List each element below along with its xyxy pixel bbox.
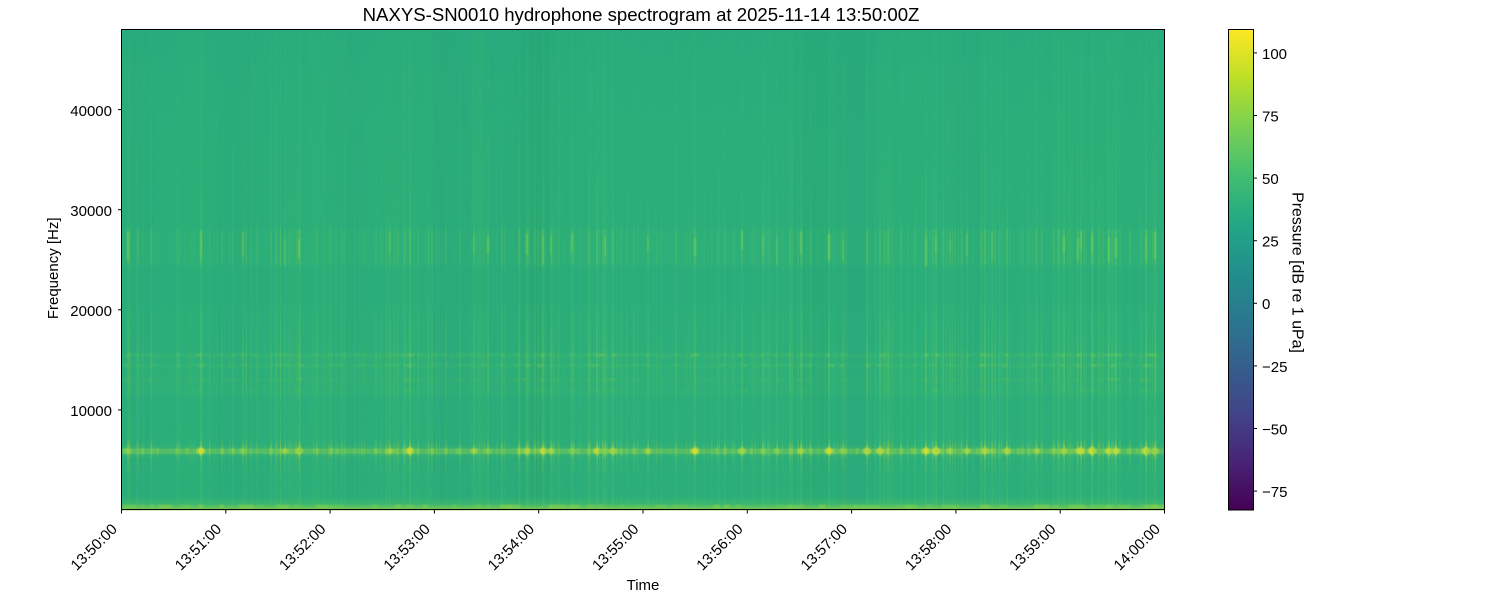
svg-text:13:57:00: 13:57:00 (798, 521, 851, 574)
svg-text:13:53:00: 13:53:00 (380, 521, 433, 574)
svg-text:13:52:00: 13:52:00 (276, 521, 329, 574)
svg-text:Time: Time (627, 577, 660, 594)
svg-text:30000: 30000 (70, 203, 112, 220)
svg-text:−50: −50 (1262, 421, 1287, 438)
svg-text:13:54:00: 13:54:00 (485, 521, 538, 574)
svg-text:50: 50 (1262, 171, 1279, 188)
svg-text:Frequency [Hz]: Frequency [Hz] (45, 217, 62, 319)
svg-text:14:00:00: 14:00:00 (1111, 521, 1164, 574)
svg-text:13:58:00: 13:58:00 (902, 521, 955, 574)
svg-text:13:55:00: 13:55:00 (589, 521, 642, 574)
svg-text:100: 100 (1262, 46, 1287, 63)
svg-text:20000: 20000 (70, 303, 112, 320)
svg-text:13:56:00: 13:56:00 (693, 521, 746, 574)
svg-text:13:50:00: 13:50:00 (68, 521, 121, 574)
svg-text:−75: −75 (1262, 484, 1287, 501)
svg-text:13:59:00: 13:59:00 (1006, 521, 1059, 574)
svg-text:Pressure [dB re 1 uPa]: Pressure [dB re 1 uPa] (1288, 192, 1305, 353)
svg-text:40000: 40000 (70, 103, 112, 120)
svg-text:10000: 10000 (70, 403, 112, 420)
svg-text:13:51:00: 13:51:00 (172, 521, 225, 574)
svg-text:−25: −25 (1262, 359, 1287, 376)
svg-text:25: 25 (1262, 234, 1279, 251)
svg-text:NAXYS-SN0010 hydrophone spectr: NAXYS-SN0010 hydrophone spectrogram at 2… (363, 4, 920, 25)
svg-text:75: 75 (1262, 108, 1279, 125)
svg-text:0: 0 (1262, 296, 1270, 313)
